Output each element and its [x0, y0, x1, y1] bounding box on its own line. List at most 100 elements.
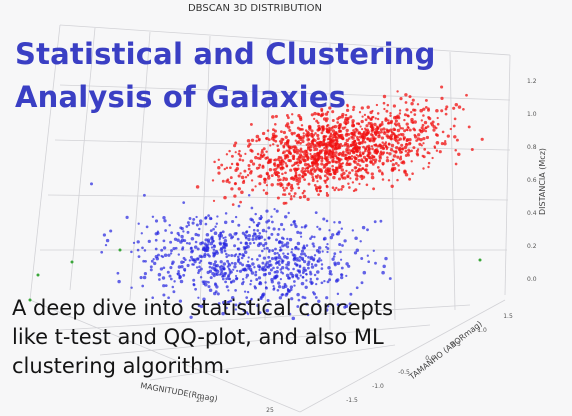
- scatter-point: [382, 264, 386, 269]
- scatter-point: [280, 166, 284, 169]
- scatter-point: [234, 253, 238, 256]
- scatter-point: [379, 128, 383, 132]
- scatter-point: [306, 158, 309, 161]
- scatter-point: [316, 259, 321, 263]
- scatter-point: [333, 124, 338, 129]
- scatter-point: [307, 138, 311, 141]
- scatter-point: [189, 247, 193, 250]
- scatter-point: [348, 137, 351, 140]
- scatter-point: [280, 236, 284, 240]
- scatter-point: [250, 218, 255, 222]
- scatter-point: [300, 252, 304, 256]
- scatter-point: [274, 173, 278, 177]
- scatter-point: [392, 154, 397, 158]
- scatter-point: [272, 227, 276, 231]
- scatter-point: [361, 167, 364, 170]
- scatter-point: [290, 248, 294, 251]
- scatter-point: [355, 135, 360, 139]
- scatter-point: [355, 248, 360, 252]
- scatter-point: [250, 271, 255, 275]
- scatter-point: [301, 172, 305, 175]
- scatter-point: [224, 242, 228, 247]
- scatter-point: [195, 223, 199, 227]
- scatter-point: [237, 174, 241, 178]
- scatter-point: [263, 177, 267, 182]
- scatter-point: [223, 239, 228, 243]
- scatter-point: [362, 270, 367, 275]
- scatter-point: [125, 215, 129, 219]
- scatter-point: [396, 155, 400, 159]
- scatter-point: [283, 254, 287, 259]
- scatter-point: [257, 221, 261, 225]
- scatter-point: [154, 238, 158, 242]
- scatter-point: [331, 257, 335, 261]
- scatter-point: [309, 277, 313, 281]
- scatter-point: [340, 273, 344, 277]
- scatter-point: [193, 260, 197, 264]
- scatter-point: [223, 220, 228, 225]
- scatter-point: [274, 247, 277, 251]
- scatter-point: [326, 280, 330, 284]
- scatter-point: [207, 285, 211, 289]
- scatter-point: [281, 259, 285, 263]
- scatter-point: [219, 260, 223, 264]
- scatter-point: [201, 241, 204, 245]
- scatter-point: [434, 133, 438, 137]
- scatter-point: [405, 139, 409, 143]
- scatter-point: [341, 144, 344, 148]
- scatter-point: [273, 207, 276, 211]
- scatter-point: [355, 177, 359, 181]
- noise-points: [28, 248, 482, 302]
- scatter-point: [279, 248, 283, 252]
- scatter-point: [306, 169, 310, 173]
- scatter-point: [193, 245, 198, 249]
- scatter-point: [249, 282, 252, 286]
- scatter-point: [387, 119, 390, 122]
- scatter-point: [162, 284, 166, 288]
- scatter-point: [410, 160, 413, 163]
- scatter-point: [310, 113, 314, 117]
- scatter-point: [237, 247, 241, 251]
- scatter-point: [371, 109, 374, 113]
- scatter-point: [214, 225, 217, 228]
- scatter-point: [400, 161, 404, 164]
- scatter-point: [315, 277, 319, 281]
- scatter-point: [172, 247, 176, 251]
- scatter-point: [370, 175, 375, 180]
- scatter-point: [410, 111, 413, 114]
- scatter-point: [381, 141, 384, 144]
- scatter-point: [303, 172, 307, 177]
- scatter-point: [323, 135, 327, 138]
- scatter-point: [366, 228, 369, 232]
- scatter-point: [234, 151, 237, 154]
- scatter-point: [295, 176, 300, 181]
- scatter-point: [280, 137, 284, 142]
- scatter-point: [270, 174, 274, 178]
- scatter-point: [217, 158, 220, 161]
- scatter-point: [214, 290, 218, 294]
- scatter-point: [287, 182, 290, 185]
- scatter-point: [416, 137, 421, 141]
- scatter-point: [211, 179, 215, 182]
- scatter-point: [324, 112, 329, 116]
- scatter-point: [317, 154, 321, 158]
- scatter-point: [344, 123, 348, 126]
- scatter-point: [238, 261, 242, 265]
- scatter-point: [162, 216, 166, 220]
- scatter-point: [352, 129, 355, 132]
- scatter-point: [302, 132, 305, 135]
- scatter-point: [229, 166, 232, 170]
- scatter-point: [337, 129, 341, 133]
- scatter-point: [212, 248, 216, 251]
- scatter-point: [225, 285, 229, 289]
- scatter-point: [150, 259, 154, 263]
- scatter-point: [263, 238, 266, 241]
- scatter-point: [320, 263, 324, 266]
- scatter-point: [302, 252, 306, 256]
- scatter-point: [322, 140, 326, 144]
- scatter-point: [223, 195, 227, 200]
- scatter-point: [258, 254, 262, 258]
- scatter-point: [248, 241, 252, 245]
- scatter-point: [246, 312, 250, 316]
- scatter-point: [230, 296, 235, 300]
